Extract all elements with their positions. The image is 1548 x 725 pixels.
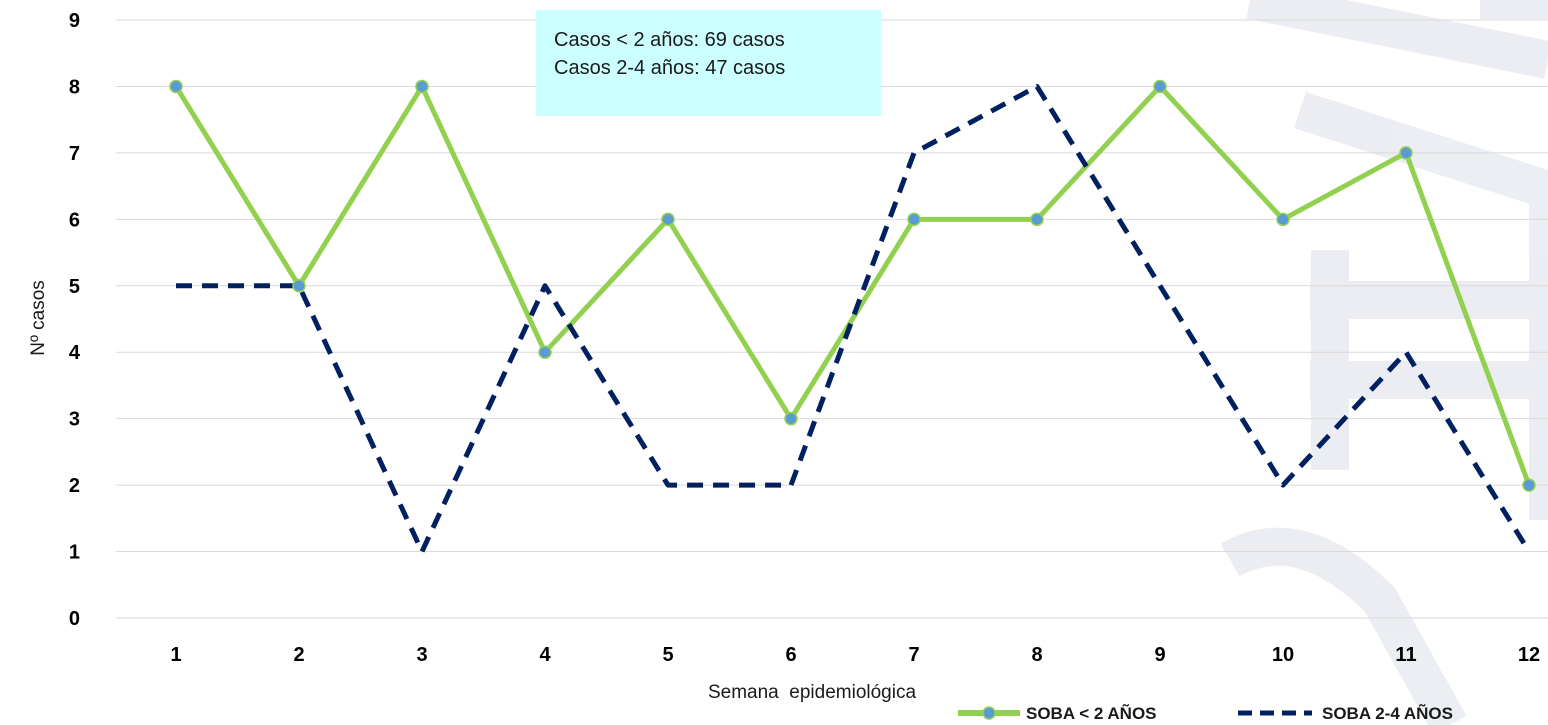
x-tick-label-1: 1 — [170, 644, 181, 666]
data-point-soba-lt2-1 — [169, 79, 183, 94]
x-axis-ticks: 1 2 3 4 5 6 7 8 9 10 11 12 — [170, 644, 1540, 666]
legend-item-soba-2-4[interactable]: SOBA 2-4 AÑOS — [1238, 703, 1453, 723]
x-tick-label-11: 11 — [1395, 644, 1416, 666]
legend-item-soba-lt2[interactable]: SOBA < 2 AÑOS — [958, 703, 1157, 723]
y-tick-label-2: 2 — [69, 475, 80, 497]
series-line-soba-2-4 — [176, 83, 1532, 555]
x-tick-label-9: 9 — [1154, 644, 1165, 666]
x-tick-label-5: 5 — [662, 644, 673, 666]
x-tick-label-7: 7 — [908, 644, 919, 666]
x-tick-label-8: 8 — [1031, 644, 1042, 666]
annotation-line-2-4: Casos 2-4 años: 47 casos — [554, 57, 786, 79]
annotation-box: Casos < 2 años: 69 casos Casos 2-4 años:… — [536, 10, 881, 116]
y-tick-label-5: 5 — [69, 276, 80, 298]
y-tick-label-8: 8 — [69, 76, 80, 98]
x-tick-label-4: 4 — [539, 644, 551, 666]
legend-label-soba-lt2: SOBA < 2 AÑOS — [1026, 703, 1157, 723]
y-tick-label-1: 1 — [69, 542, 80, 564]
data-point-soba-lt2-10 — [1276, 212, 1290, 227]
y-axis-ticks: 0 1 2 3 4 5 6 7 8 9 — [69, 10, 81, 630]
data-point-soba-lt2-11 — [1399, 146, 1413, 160]
series-markers — [169, 79, 1536, 492]
x-tick-label-10: 10 — [1272, 644, 1294, 666]
data-point-soba-lt2-12 — [1522, 478, 1536, 492]
y-tick-label-6: 6 — [69, 209, 80, 231]
data-point-soba-lt2-8 — [1030, 212, 1044, 227]
y-axis-title: Nº casos — [28, 280, 49, 356]
x-axis-title: Semana epidemiológica — [708, 682, 917, 703]
legend-marker-soba-lt2 — [982, 706, 996, 720]
x-tick-label-12: 12 — [1518, 644, 1540, 666]
data-point-soba-lt2-5 — [661, 212, 675, 227]
y-tick-label-3: 3 — [69, 409, 80, 431]
data-point-soba-lt2-2 — [292, 279, 306, 293]
data-point-soba-lt2-4 — [538, 345, 552, 359]
data-point-soba-lt2-3 — [415, 79, 429, 94]
series-line-soba-lt2 — [173, 83, 1532, 486]
data-point-soba-lt2-7 — [907, 212, 921, 227]
data-point-soba-lt2-9 — [1153, 79, 1167, 94]
x-tick-label-3: 3 — [416, 644, 427, 666]
legend-label-soba-2-4: SOBA 2-4 AÑOS — [1322, 703, 1453, 723]
y-tick-label-9: 9 — [69, 10, 80, 32]
y-tick-label-7: 7 — [69, 143, 80, 165]
x-tick-label-2: 2 — [293, 644, 304, 666]
y-tick-label-0: 0 — [69, 608, 80, 630]
watermark-logo — [1220, 0, 1548, 725]
data-point-soba-lt2-6 — [784, 411, 798, 426]
series-lines — [173, 83, 1532, 555]
legend: SOBA < 2 AÑOS SOBA 2-4 AÑOS — [958, 703, 1453, 723]
y-tick-label-4: 4 — [69, 342, 81, 364]
x-tick-label-6: 6 — [785, 644, 796, 666]
annotation-line-lt2: Casos < 2 años: 69 casos — [554, 29, 785, 51]
